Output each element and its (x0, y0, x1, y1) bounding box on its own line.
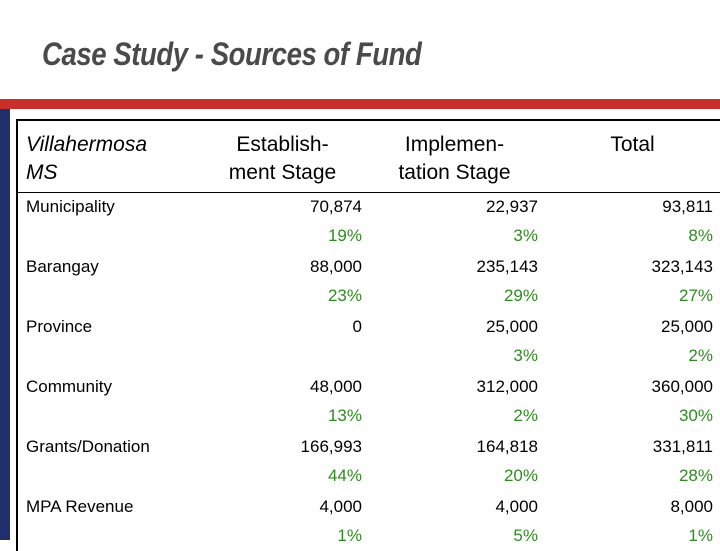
cell-imp-percent: 3% (513, 226, 538, 245)
header-implementation-line2: tation Stage (398, 161, 511, 184)
cell-imp-percent: 2% (513, 406, 538, 425)
cell-imp-value: 164,818 (476, 437, 538, 456)
cell-imp-value: 22,937 (486, 197, 538, 216)
cell-est-percent: 44% (327, 466, 362, 485)
cell-imp-percent: 29% (503, 286, 538, 305)
cell-tot-value: 8,000 (670, 497, 713, 516)
cell-imp-percent: 20% (503, 466, 538, 485)
cell-tot-value: 360,000 (651, 377, 713, 396)
cell-imp-value: 312,000 (476, 377, 538, 396)
cell-est-value: 48,000 (310, 377, 362, 396)
cell-imp-value: 25,000 (486, 317, 538, 336)
cell-tot-percent: 8% (688, 226, 713, 245)
header-implementation-line1: Implemen- (404, 133, 505, 156)
cell-tot-percent: 30% (678, 406, 713, 425)
cell-est-percent: 19% (327, 226, 362, 245)
cell-est-percent: 13% (327, 406, 362, 425)
cell-tot-percent: 1% (688, 526, 713, 545)
cell-tot-value: 331,811 (652, 437, 713, 456)
cell-est-value: 0 (352, 317, 362, 336)
cell-tot-percent: 28% (678, 466, 713, 485)
row-label: Province (26, 317, 93, 336)
header-establishment: Establish- ment Stage (200, 131, 365, 187)
cell-tot-percent: 2% (688, 346, 713, 365)
cell-tot-value: 25,000 (661, 317, 713, 336)
accent-bar-blue (0, 109, 10, 540)
header-total: Total (610, 133, 655, 156)
header-label: Villahermosa MS (26, 131, 147, 187)
table-border (16, 119, 720, 551)
cell-tot-value: 323,143 (651, 257, 713, 276)
header-divider (16, 192, 720, 193)
row-label: Barangay (26, 257, 99, 276)
cell-est-value: 166,993 (300, 437, 362, 456)
row-label: Community (26, 377, 112, 396)
row-label: MPA Revenue (26, 497, 134, 516)
row-label: Grants/Donation (26, 437, 150, 456)
cell-est-value: 88,000 (310, 257, 362, 276)
cell-imp-value: 235,143 (476, 257, 538, 276)
cell-tot-percent: 27% (678, 286, 713, 305)
header-implementation: Implemen- tation Stage (372, 131, 537, 187)
cell-imp-percent: 5% (513, 526, 538, 545)
cell-tot-value: 93,811 (662, 197, 713, 216)
cell-est-value: 70,874 (310, 197, 362, 216)
cell-est-percent: 1% (337, 526, 362, 545)
cell-imp-value: 4,000 (495, 497, 538, 516)
accent-bar-red (0, 99, 720, 109)
header-label-line2: MS (26, 161, 58, 184)
header-establishment-line2: ment Stage (228, 161, 337, 184)
header-establishment-line1: Establish- (236, 133, 329, 156)
cell-est-percent: 23% (327, 286, 362, 305)
row-label: Municipality (26, 197, 115, 216)
cell-imp-percent: 3% (513, 346, 538, 365)
header-label-line1: Villahermosa (26, 133, 148, 156)
slide-title: Case Study - Sources of Fund (42, 36, 422, 72)
cell-est-value: 4,000 (319, 497, 362, 516)
